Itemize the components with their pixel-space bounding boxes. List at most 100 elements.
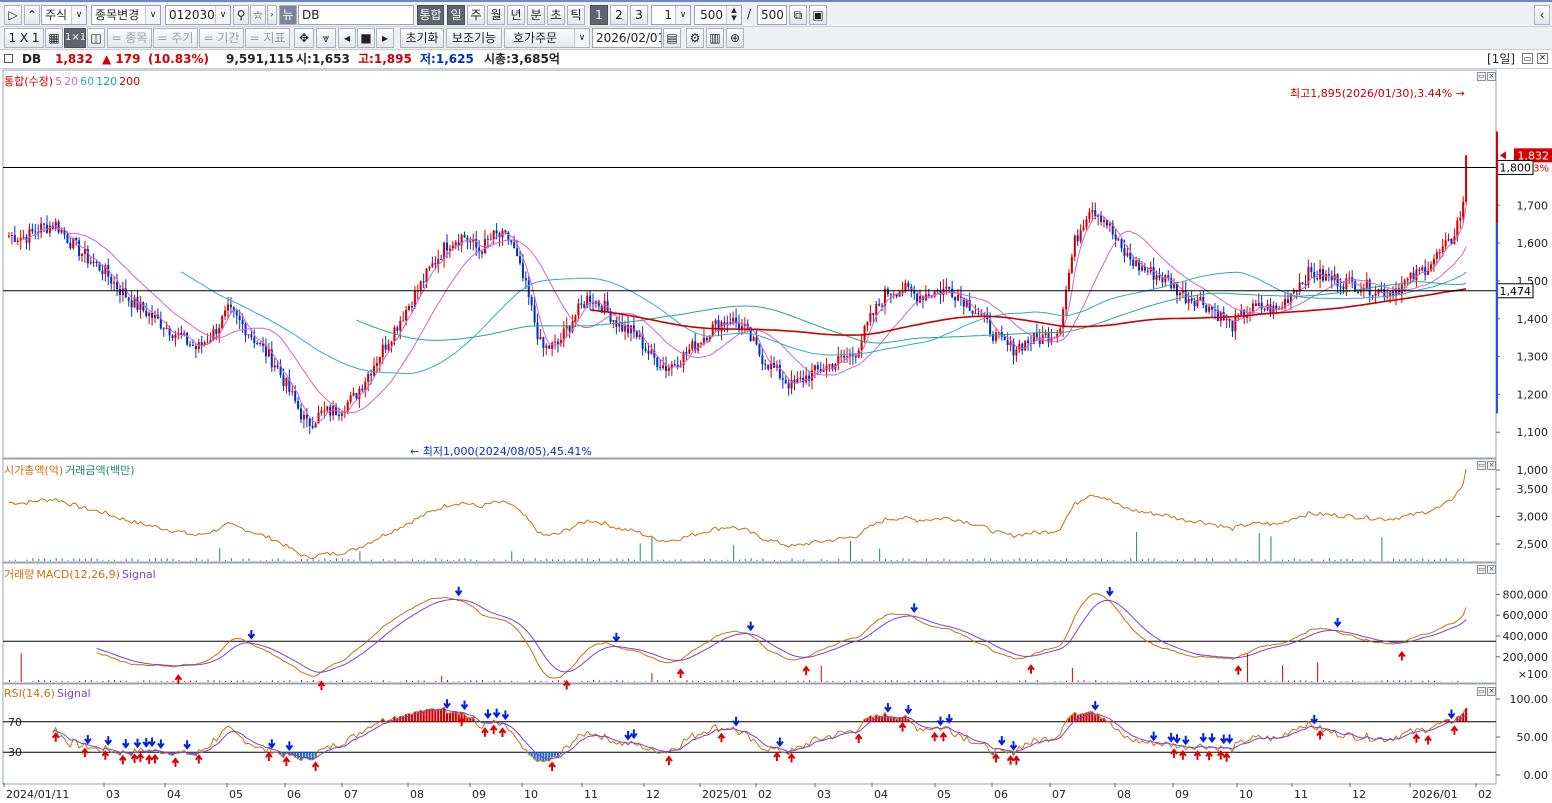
chart-type-icon[interactable]: ⩔	[316, 28, 336, 48]
period-second-button[interactable]: 초	[547, 5, 565, 25]
candle-body	[1021, 343, 1024, 351]
volume-bar	[943, 681, 945, 682]
indicator-compare-button[interactable]: = 지표	[245, 28, 290, 48]
candle-body	[656, 357, 659, 368]
item-change-select[interactable]: 종목변경 ∨	[91, 5, 161, 25]
save-icon[interactable]: ▣	[809, 5, 827, 25]
prev-icon[interactable]: ◂	[338, 28, 356, 48]
grid-icon[interactable]: ▦	[45, 28, 63, 48]
trade-amount-bar	[879, 548, 881, 561]
zoom-icon[interactable]: ⊕	[726, 28, 744, 48]
stock-code-input[interactable]: 012030 ∨	[165, 5, 231, 25]
date-input[interactable]: 2026/02/01	[592, 28, 662, 48]
volume-bar	[359, 680, 361, 682]
candle-body	[463, 234, 466, 238]
trade-amount-bar	[1328, 558, 1330, 561]
panel-minimize-icon[interactable]: ▭	[1477, 565, 1486, 574]
trade-amount-bar	[1463, 559, 1465, 561]
window-icon[interactable]: ◫	[87, 28, 105, 48]
page-2-button[interactable]: 2	[610, 5, 628, 25]
page-3-button[interactable]: 3	[630, 5, 648, 25]
count-input[interactable]: 500 ▲ ▼	[694, 5, 742, 25]
range-compare-button[interactable]: = 기간	[199, 28, 244, 48]
trade-amount-bar	[464, 558, 466, 561]
reset-button[interactable]: 초기화	[400, 28, 444, 48]
calendar-icon[interactable]: ▤	[663, 28, 681, 48]
integrated-button[interactable]: 통합	[417, 5, 444, 25]
move-icon[interactable]: ✥	[294, 28, 314, 48]
volume-bar	[1346, 681, 1348, 682]
x-tick-label: 03	[817, 788, 831, 801]
trade-amount-bar	[1229, 559, 1231, 561]
candle-body	[968, 300, 971, 311]
candle-body	[250, 334, 253, 338]
add-window-icon[interactable]: ⧉	[789, 5, 807, 25]
item-compare-button[interactable]: = 종목	[107, 28, 152, 48]
candle-body	[886, 288, 889, 295]
candle-body	[1178, 292, 1181, 296]
star-icon[interactable]: ☆	[250, 5, 266, 25]
trade-amount-bar	[96, 558, 98, 561]
period-tick-button[interactable]: 틱	[567, 5, 585, 25]
period-minute-button[interactable]: 분	[527, 5, 545, 25]
candle-body	[466, 237, 469, 242]
period-month-button[interactable]: 월	[487, 5, 505, 25]
stock-chart[interactable]: 최고1,895(2026/01/30),3.44% → ← 최저1,000(202…	[0, 69, 1552, 803]
candle-body	[516, 248, 519, 257]
volume-bar	[1247, 653, 1249, 682]
one-by-one-button[interactable]: 1×1	[64, 28, 86, 48]
chevron-left-icon[interactable]: ‹	[1534, 5, 1550, 25]
candle-body	[705, 337, 708, 341]
candle-body	[524, 278, 527, 281]
panel-close-icon[interactable]: ×	[1487, 461, 1496, 470]
volume-bar	[1165, 680, 1167, 682]
step-select[interactable]: 1 ∨	[651, 5, 691, 25]
volume-bar	[149, 680, 151, 682]
candle-body	[1371, 295, 1374, 297]
x-tick-label: 11	[584, 788, 598, 801]
volume-bar	[908, 680, 910, 682]
panel-toggle-button[interactable]: ▷	[4, 5, 22, 25]
select-checkbox[interactable]	[4, 54, 13, 63]
volume-bar	[1393, 680, 1395, 682]
page-1-button[interactable]: 1	[590, 5, 608, 25]
candle-body	[781, 378, 784, 380]
candle-body	[235, 311, 238, 316]
buy-arrow-icon	[939, 731, 948, 742]
scroll-up-button[interactable]: ⌃	[24, 5, 40, 25]
panel-close-icon[interactable]: ×	[1487, 687, 1496, 696]
panel-minimize-icon[interactable]: ▭	[1477, 72, 1486, 81]
volume-bar	[1007, 681, 1009, 682]
news-button[interactable]: 뉴	[279, 5, 297, 25]
search-icon[interactable]: ⚲	[233, 5, 249, 25]
candle-body	[1044, 333, 1047, 336]
panel-close-icon[interactable]: ×	[1487, 72, 1496, 81]
stop-icon[interactable]: ■	[357, 28, 375, 48]
layout-button[interactable]: 1 X 1	[4, 28, 44, 48]
gear-icon[interactable]: ⚙	[686, 28, 704, 48]
volume-bar	[879, 681, 881, 682]
aux-button[interactable]: 보조기능	[446, 28, 502, 48]
close-icon[interactable]: ×	[1537, 53, 1548, 64]
maximize-icon[interactable]: ▭	[1522, 53, 1533, 64]
period-compare-button[interactable]: = 주기	[153, 28, 198, 48]
panel-close-icon[interactable]: ×	[1487, 565, 1496, 574]
volume-bar	[890, 680, 892, 682]
candle-body	[700, 343, 703, 345]
spinner-icon[interactable]: ▲ ▼	[726, 6, 741, 24]
chart-settings-icon[interactable]: ▥	[706, 28, 724, 48]
chevron-right-icon[interactable]: ›	[267, 5, 277, 25]
period-week-button[interactable]: 주	[467, 5, 485, 25]
code-type-select[interactable]: 주식 ∨	[41, 5, 87, 25]
x-tick-label: 12	[1352, 788, 1366, 801]
panel-minimize-icon[interactable]: ▭	[1477, 687, 1486, 696]
panel-minimize-icon[interactable]: ▭	[1477, 461, 1486, 470]
order-select[interactable]: 호가주문 ∨	[504, 28, 590, 48]
stock-name-field[interactable]: DB	[298, 5, 414, 25]
trade-amount-bar	[855, 560, 857, 561]
volume-bar	[213, 680, 215, 682]
next-icon[interactable]: ▸	[376, 28, 394, 48]
period-year-button[interactable]: 년	[507, 5, 525, 25]
candle-body	[107, 265, 110, 277]
period-day-button[interactable]: 일	[447, 5, 465, 25]
